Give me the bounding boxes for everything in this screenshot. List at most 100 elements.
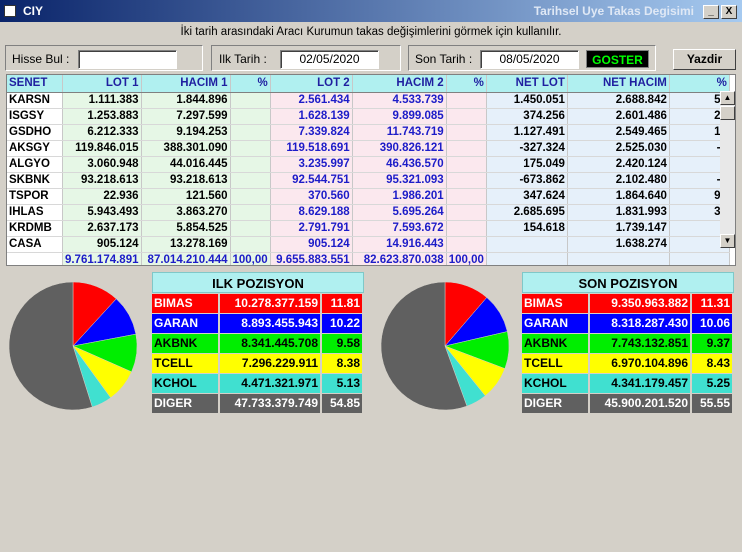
minimize-button[interactable]: _ (703, 5, 719, 19)
table-cell (230, 172, 271, 189)
column-header[interactable]: NET LOT (486, 75, 568, 93)
scroll-thumb[interactable] (720, 106, 735, 120)
holdings-grid[interactable]: SENET LOT 1 HACIM 1% LOT 2 HACIM 2% NET LOT NE… (6, 74, 736, 266)
table-cell (446, 188, 487, 205)
table-cell (230, 188, 271, 205)
table-row[interactable]: GSDHO 6.212.333 9.194.253 7.339.824 11.743.7… (7, 124, 730, 141)
position-value: 47.733.379.749 (220, 394, 320, 413)
table-row[interactable]: SKBNK 93.218.613 93.218.613 92.544.751 95.32… (7, 172, 730, 189)
position-value: 7.296.229.911 (220, 354, 320, 373)
position-row: GARAN 8.893.455.943 10.22 (152, 314, 364, 333)
last-date-label: Son Tarih : (415, 52, 473, 66)
scroll-up-icon[interactable]: ▲ (720, 91, 735, 105)
table-row[interactable]: AKSGY 119.846.015 388.301.090 119.518.691 39… (7, 140, 730, 157)
table-row[interactable]: TSPOR 22.936 121.560 370.560 1.986.201 347.62… (7, 188, 730, 205)
table-cell: 2.637.173 (62, 220, 142, 237)
position-value: 4.341.179.457 (590, 374, 690, 393)
table-cell: -0 (669, 172, 730, 189)
position-percent: 11.81 (322, 294, 362, 313)
goster-button[interactable]: GOSTER (586, 50, 649, 68)
table-cell: 2.601.486 (567, 108, 670, 125)
column-header[interactable]: % (669, 75, 730, 93)
grid-vertical-scrollbar[interactable]: ▲ ▼ (720, 91, 735, 248)
table-cell: ISGSY (7, 108, 63, 125)
last-date-input[interactable]: 08/05/2020 (480, 50, 579, 69)
table-cell: 347.624 (486, 188, 568, 205)
position-value: 9.350.963.882 (590, 294, 690, 313)
print-button[interactable]: Yazdir (673, 49, 736, 70)
close-button[interactable]: X (721, 5, 737, 19)
table-cell: 93.218.613 (62, 172, 142, 189)
position-value: 8.341.445.708 (220, 334, 320, 353)
table-cell: 6.212.333 (62, 124, 142, 141)
table-cell: 5.695.264 (352, 204, 447, 221)
table-cell: 92.544.751 (270, 172, 353, 189)
table-cell: 11.743.719 (352, 124, 447, 141)
table-cell (446, 140, 487, 157)
table-cell: 121.560 (141, 188, 231, 205)
position-percent: 8.43 (692, 354, 732, 373)
table-cell: GSDHO (7, 124, 63, 141)
table-row[interactable]: IHLAS 5.943.493 3.863.270 8.629.188 5.695.26… (7, 204, 730, 221)
table-cell: 3.863.270 (141, 204, 231, 221)
table-cell: TSPOR (7, 188, 63, 205)
stock-search-input[interactable] (78, 50, 177, 69)
table-cell: 1.253.883 (62, 108, 142, 125)
table-row[interactable]: ISGSY 1.253.883 7.297.599 1.628.139 9.899.08… (7, 108, 730, 125)
first-date-input[interactable]: 02/05/2020 (280, 50, 379, 69)
table-cell: IHLAS (7, 204, 63, 221)
position-percent: 10.22 (322, 314, 362, 333)
ilk-pozisyon-pie-chart (8, 281, 138, 411)
table-cell: 2.549.465 (567, 124, 670, 141)
column-header[interactable]: LOT 1 (62, 75, 142, 93)
table-row[interactable]: KARSN 1.111.383 1.844.896 2.561.434 4.533.73… (7, 92, 730, 109)
table-cell (486, 236, 568, 253)
position-name: KCHOL (152, 374, 218, 393)
position-percent: 9.58 (322, 334, 362, 353)
position-row: AKBNK 8.341.445.708 9.58 (152, 334, 364, 353)
position-row: AKBNK 7.743.132.851 9.37 (522, 334, 734, 353)
table-cell: 9.899.085 (352, 108, 447, 125)
table-cell: 119.518.691 (270, 140, 353, 157)
table-row[interactable]: ALGYO 3.060.948 44.016.445 3.235.997 46.436.… (7, 156, 730, 173)
column-header[interactable]: HACIM 2 (352, 75, 447, 93)
table-row[interactable]: KRDMB 2.637.173 5.854.525 2.791.791 7.593.67… (7, 220, 730, 237)
column-header[interactable]: % (446, 75, 487, 93)
table-cell: 175.049 (486, 156, 568, 173)
table-cell: 388.301.090 (141, 140, 231, 157)
position-value: 7.743.132.851 (590, 334, 690, 353)
table-cell: 1.127.491 (486, 124, 568, 141)
position-value: 8.893.455.943 (220, 314, 320, 333)
position-row: DIGER 47.733.379.749 54.85 (152, 394, 364, 413)
table-cell: 1.628.139 (270, 108, 353, 125)
table-cell: 1.739.147 (567, 220, 670, 237)
position-value: 10.278.377.159 (220, 294, 320, 313)
table-cell: 2.685.695 (486, 204, 568, 221)
table-cell: -327.324 (486, 140, 568, 157)
table-row[interactable]: CASA 905.124 13.278.169 905.124 14.916.443 1.… (7, 236, 730, 253)
table-cell: 44.016.445 (141, 156, 231, 173)
title-bar: CIY Tarihsel Uye Takas Degisimi _ X (0, 0, 742, 22)
scroll-down-icon[interactable]: ▼ (720, 234, 735, 248)
position-name: BIMAS (522, 294, 588, 313)
table-cell: 3.060.948 (62, 156, 142, 173)
column-header[interactable]: NET HACIM (567, 75, 670, 93)
column-header[interactable]: HACIM 1 (141, 75, 231, 93)
table-cell (230, 236, 271, 253)
table-cell: 1.986.201 (352, 188, 447, 205)
search-label: Hisse Bul : (12, 52, 70, 66)
table-cell: 1.844.896 (141, 92, 231, 109)
table-cell (230, 156, 271, 173)
position-percent: 9.37 (692, 334, 732, 353)
table-cell (446, 108, 487, 125)
position-row: KCHOL 4.471.321.971 5.13 (152, 374, 364, 393)
table-cell: 2.688.842 (567, 92, 670, 109)
table-cell: 1.638.274 (567, 236, 670, 253)
table-cell: 7.593.672 (352, 220, 447, 237)
column-header[interactable]: LOT 2 (270, 75, 353, 93)
table-cell (230, 220, 271, 237)
column-header[interactable]: % (230, 75, 271, 93)
position-value: 8.318.287.430 (590, 314, 690, 333)
column-header[interactable]: SENET (7, 75, 63, 93)
table-cell: 9.194.253 (141, 124, 231, 141)
